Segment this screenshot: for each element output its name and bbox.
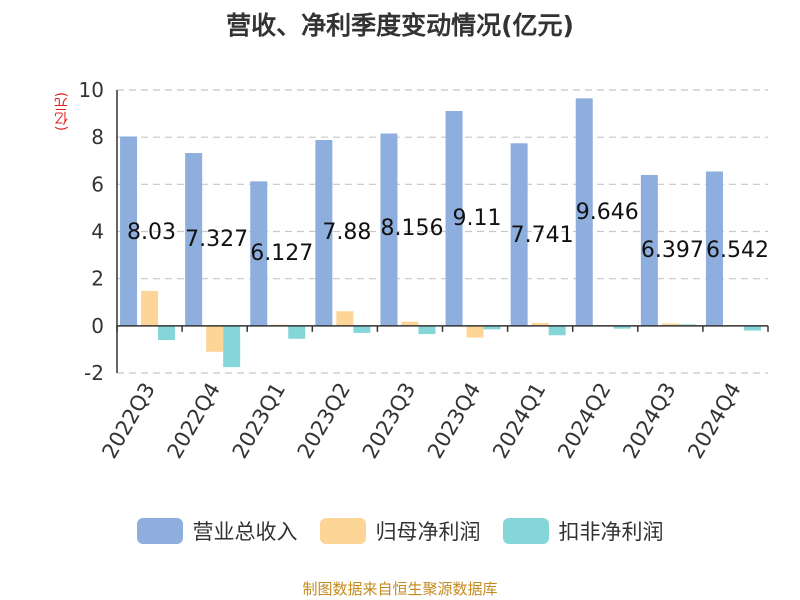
x-tick-label: 2023Q2 [293, 379, 355, 463]
x-tick-label: 2022Q4 [163, 379, 225, 463]
legend-swatch-deducted-profit [502, 518, 549, 544]
y-tick-label: 4 [91, 220, 104, 244]
x-tick-label: 2024Q4 [683, 379, 745, 463]
legend-item-net-profit[interactable]: 归母净利润 [319, 516, 481, 546]
bar-deducted-profit [418, 325, 436, 335]
bar-deducted-profit [548, 325, 566, 336]
bar-revenue [380, 133, 398, 326]
x-tick-label: 2024Q3 [618, 379, 680, 463]
revenue-data-label: 9.11 [453, 206, 502, 231]
bar-deducted-profit [288, 325, 306, 339]
legend-item-deducted-profit[interactable]: 扣非净利润 [502, 516, 664, 546]
x-tick-label: 2023Q1 [228, 379, 290, 463]
revenue-data-label: 7.741 [511, 223, 574, 248]
chart-legend: 营业总收入 归母净利润 扣非净利润 [0, 516, 800, 546]
revenue-data-label: 6.397 [641, 238, 704, 263]
bar-deducted-profit [158, 325, 176, 340]
bar-revenue [315, 139, 333, 326]
bar-revenue [640, 174, 658, 326]
bar-deducted-profit [613, 325, 631, 329]
bar-revenue [510, 143, 528, 326]
bar-deducted-profit [223, 325, 241, 368]
bar-revenue [185, 153, 203, 326]
revenue-data-label: 7.88 [322, 220, 371, 245]
bar-revenue [445, 110, 463, 326]
bar-net-profit [661, 323, 679, 326]
legend-label-net-profit: 归母净利润 [375, 520, 481, 544]
bar-revenue [120, 136, 138, 326]
y-tick-label: 10 [79, 78, 104, 102]
bar-deducted-profit [353, 325, 371, 333]
legend-swatch-revenue [136, 518, 183, 544]
data-source-note: 制图数据来自恒生聚源数据库 [302, 580, 498, 598]
x-tick-label: 2022Q3 [97, 379, 159, 463]
bar-deducted-profit [483, 325, 501, 330]
y-tick-label: 2 [91, 267, 104, 291]
y-tick-label: 8 [91, 125, 104, 149]
legend-item-revenue[interactable]: 营业总收入 [136, 516, 298, 546]
y-tick-label: 0 [91, 314, 104, 338]
revenue-data-label: 7.327 [185, 227, 248, 252]
revenue-data-label: 6.542 [706, 238, 769, 263]
bar-revenue [250, 181, 268, 326]
y-tick-label: 6 [91, 172, 104, 196]
y-tick-label: -2 [84, 361, 104, 385]
bar-deducted-profit [743, 325, 761, 331]
revenue-data-label: 6.127 [250, 241, 313, 266]
x-tick-label: 2023Q4 [423, 379, 485, 463]
x-tick-label: 2024Q1 [488, 379, 550, 463]
x-tick-label: 2023Q3 [358, 379, 420, 463]
bar-revenue [575, 98, 593, 326]
legend-label-deducted-profit: 扣非净利润 [558, 520, 664, 544]
chart-title: 营收、净利季度变动情况(亿元) [226, 11, 574, 40]
bar-net-profit [401, 321, 419, 326]
bar-net-profit [206, 325, 224, 352]
bar-revenue [705, 171, 723, 326]
bar-net-profit [141, 290, 159, 326]
bar-net-profit [531, 323, 549, 326]
legend-swatch-net-profit [319, 518, 366, 544]
bar-net-profit [336, 311, 354, 326]
revenue-data-label: 8.03 [127, 220, 176, 245]
revenue-data-label: 8.156 [380, 216, 443, 241]
revenue-data-label: 9.646 [576, 200, 639, 225]
bar-net-profit [466, 325, 484, 338]
legend-label-revenue: 营业总收入 [192, 520, 298, 544]
x-tick-label: 2024Q2 [553, 379, 615, 463]
